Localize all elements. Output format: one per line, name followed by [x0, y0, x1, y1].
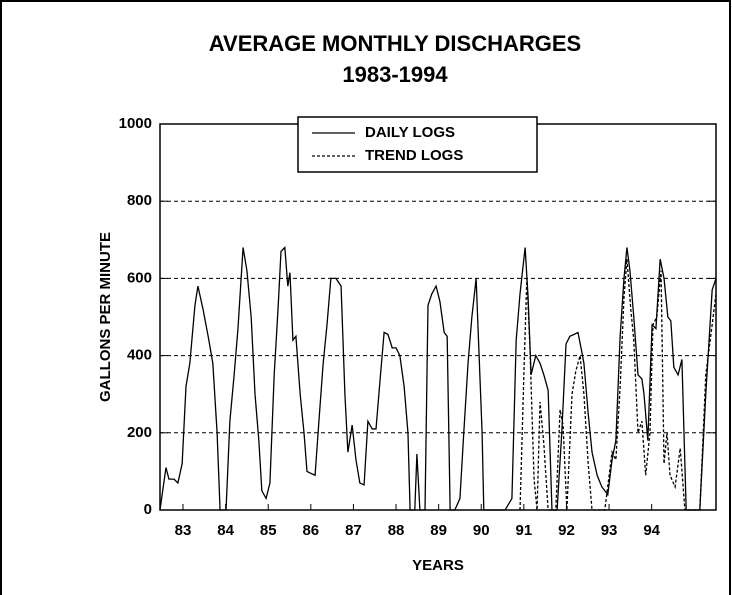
y-tick-label: 400: [127, 347, 152, 364]
y-tick-label: 800: [127, 192, 152, 209]
chart-subtitle: 1983-1994: [342, 62, 448, 87]
x-axis-label: YEARS: [412, 557, 464, 574]
x-tick-label: 87: [345, 522, 362, 539]
x-tick-label: 88: [388, 522, 405, 539]
y-tick-label: 200: [127, 424, 152, 441]
x-tick-label: 94: [643, 522, 660, 539]
y-axis-label: GALLONS PER MINUTE: [97, 232, 114, 402]
legend-label: DAILY LOGS: [365, 124, 455, 141]
legend-label: TREND LOGS: [365, 147, 463, 164]
data-line: [159, 246, 717, 511]
plot-frame: [159, 123, 717, 511]
y-tick-label: 1000: [119, 115, 152, 132]
x-tick-label: 92: [558, 522, 575, 539]
x-tick-label: 91: [516, 522, 533, 539]
y-tick-label: 0: [144, 501, 152, 518]
data-line: [519, 259, 717, 511]
y-tick-label: 600: [127, 269, 152, 286]
x-tick-label: 93: [601, 522, 618, 539]
x-tick-label: 85: [260, 522, 277, 539]
x-tick-label: 84: [217, 522, 234, 539]
legend-box: [297, 116, 538, 173]
x-tick-label: 83: [175, 522, 192, 539]
x-tick-label: 89: [430, 522, 447, 539]
x-tick-label: 86: [302, 522, 319, 539]
x-tick-label: 90: [473, 522, 490, 539]
chart-title: AVERAGE MONTHLY DISCHARGES: [209, 31, 581, 56]
